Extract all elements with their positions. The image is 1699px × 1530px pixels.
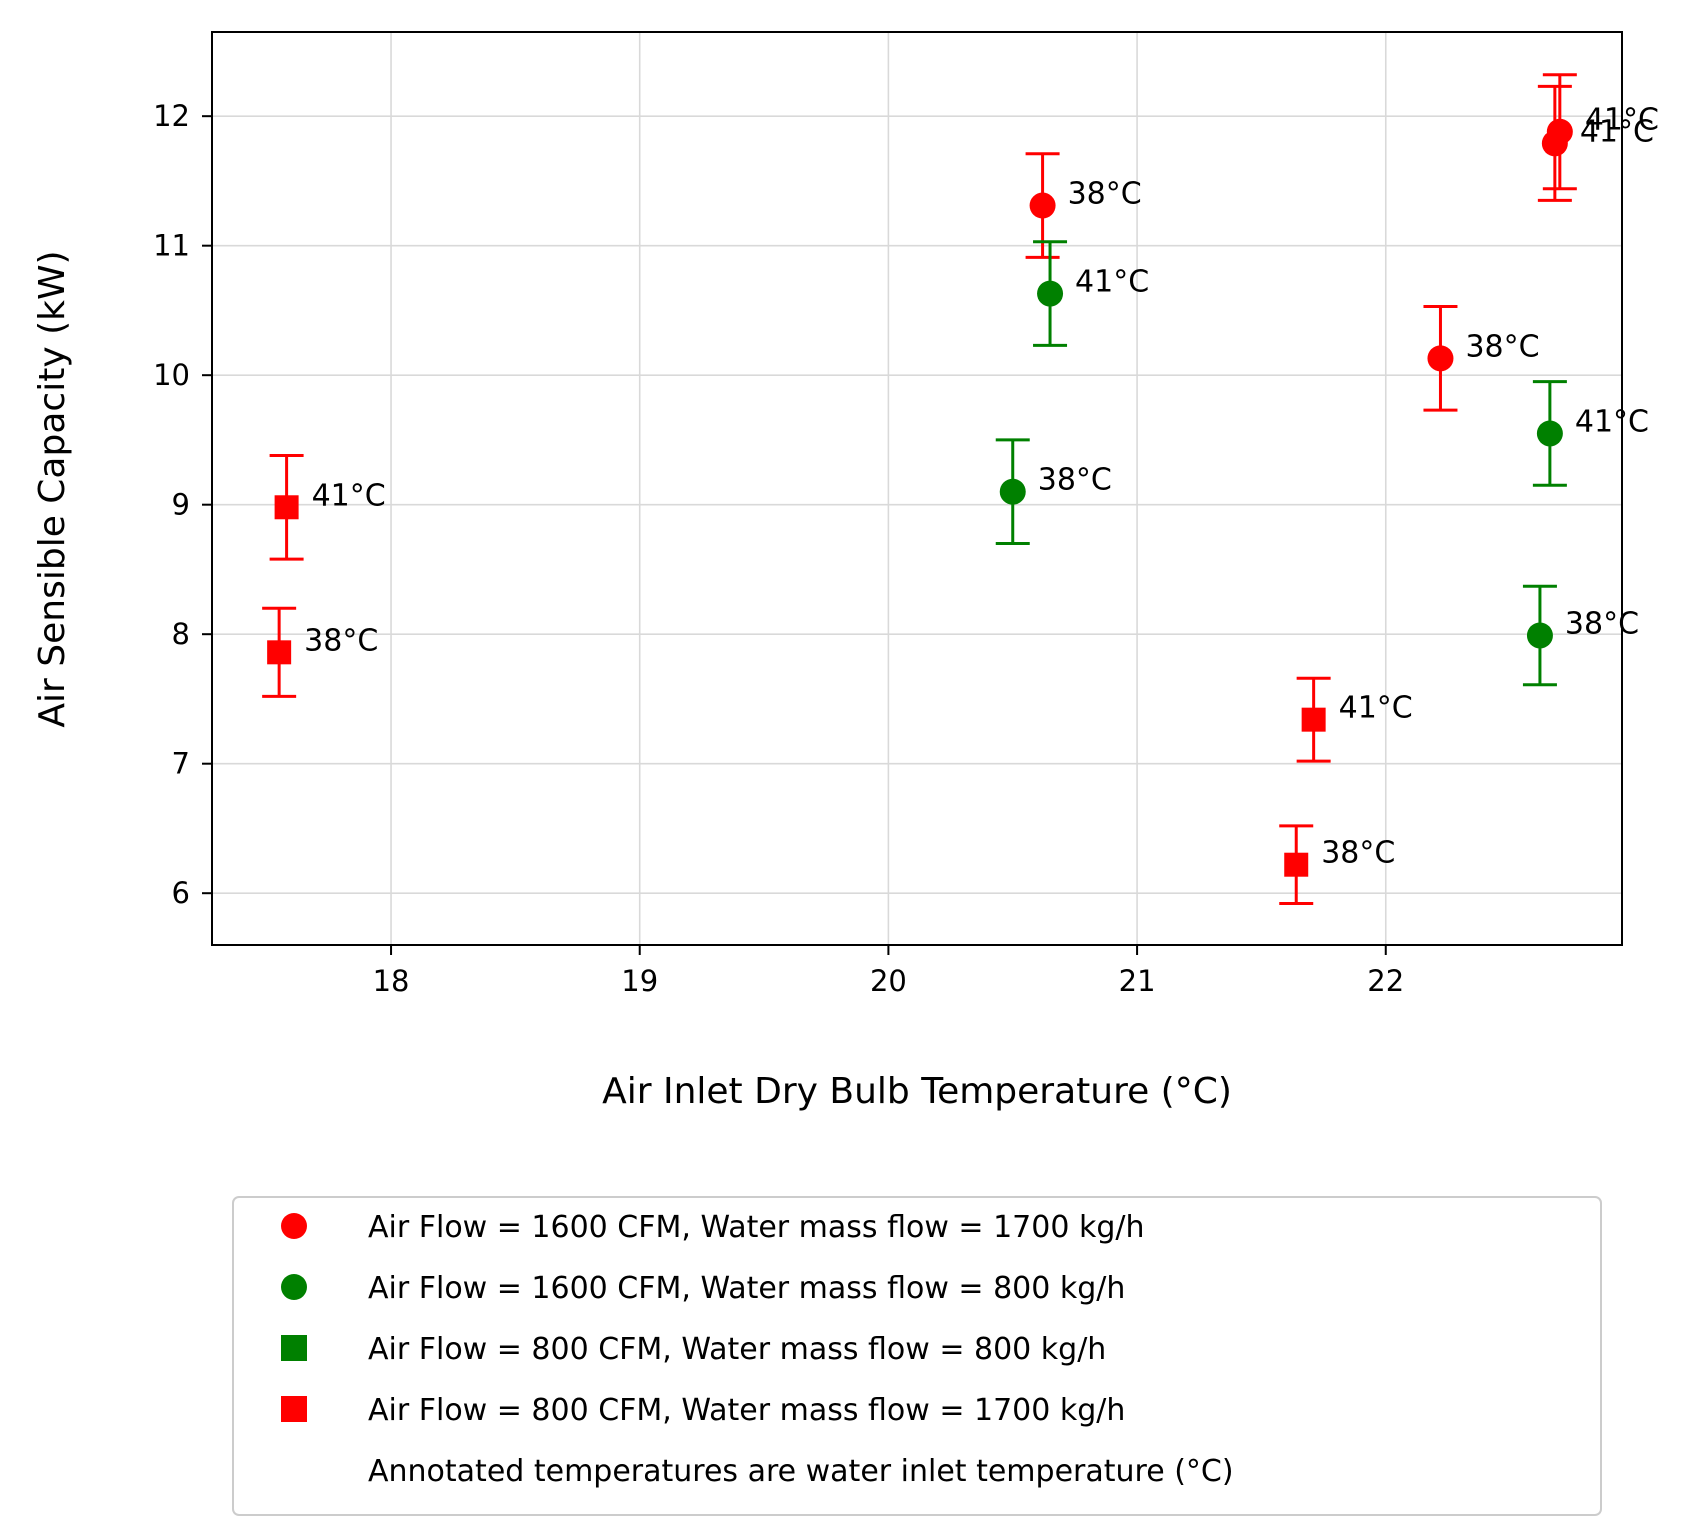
point-annotation: 38°C [1465,329,1539,364]
point-annotation: 38°C [1068,177,1142,212]
x-axis-label: Air Inlet Dry Bulb Temperature (°C) [602,1071,1232,1112]
data-point [267,640,292,665]
x-tick-label: 18 [373,964,410,998]
plot-frame [211,31,1623,946]
point-annotation: 41°C [1075,265,1149,300]
y-tick-label: 11 [153,229,190,263]
data-point [1526,622,1553,649]
data-point [1284,852,1309,877]
data-point [1037,280,1064,307]
data-point [1427,345,1454,372]
legend-marker [281,1274,307,1300]
y-tick-label: 7 [172,747,190,781]
data-point [274,495,299,520]
point-annotation: 38°C [304,623,378,658]
series-layer: 38°C 38°C 41°C 41°C 41°C 38°C 41°C 38°C 41°C 38°C… [262,73,1659,906]
x-tick-label: 20 [870,964,907,998]
point-annotation: 38°C [1565,606,1639,641]
y-axis-label: Air Sensible Capacity (kW) [32,250,73,727]
data-point [1301,707,1326,732]
data-point [1541,130,1568,157]
data-point [1536,420,1563,447]
legend-entry: Air Flow = 1600 CFM, Water mass flow = 8… [368,1271,1125,1306]
legend-entry: Air Flow = 1600 CFM, Water mass flow = 1… [368,1210,1145,1245]
legend-marker [281,1213,307,1239]
grid-layer [212,32,1622,945]
point-annotation: 41°C [1580,114,1654,149]
tick-layer: 18 19 20 21 22 6 7 8 9 10 11 12 [153,99,1404,998]
data-point [1029,192,1056,219]
x-tick-label: 22 [1367,964,1404,998]
x-tick-label: 21 [1119,964,1156,998]
point-annotation: 41°C [312,478,386,513]
x-tick-label: 19 [621,964,658,998]
y-tick-label: 6 [172,876,190,910]
legend-items: Air Flow = 1600 CFM, Water mass flow = 1… [281,1210,1234,1489]
data-point [999,478,1026,505]
y-tick-label: 9 [172,488,190,522]
legend-marker [281,1396,307,1422]
point-annotation: 38°C [1321,836,1395,871]
y-tick-label: 12 [153,99,190,133]
y-tick-label: 10 [153,358,190,392]
point-annotation: 41°C [1339,691,1413,726]
legend-note: Annotated temperatures are water inlet t… [368,1454,1234,1489]
legend-marker [281,1335,307,1361]
y-tick-label: 8 [172,617,190,651]
legend: Air Flow = 1600 CFM, Water mass flow = 1… [232,1196,1602,1516]
legend-frame [232,1196,1602,1516]
point-annotation: 38°C [1038,463,1112,498]
legend-entry: Air Flow = 800 CFM, Water mass flow = 17… [368,1393,1125,1428]
legend-entry: Air Flow = 800 CFM, Water mass flow = 80… [368,1332,1106,1367]
point-annotation: 41°C [1575,404,1649,439]
